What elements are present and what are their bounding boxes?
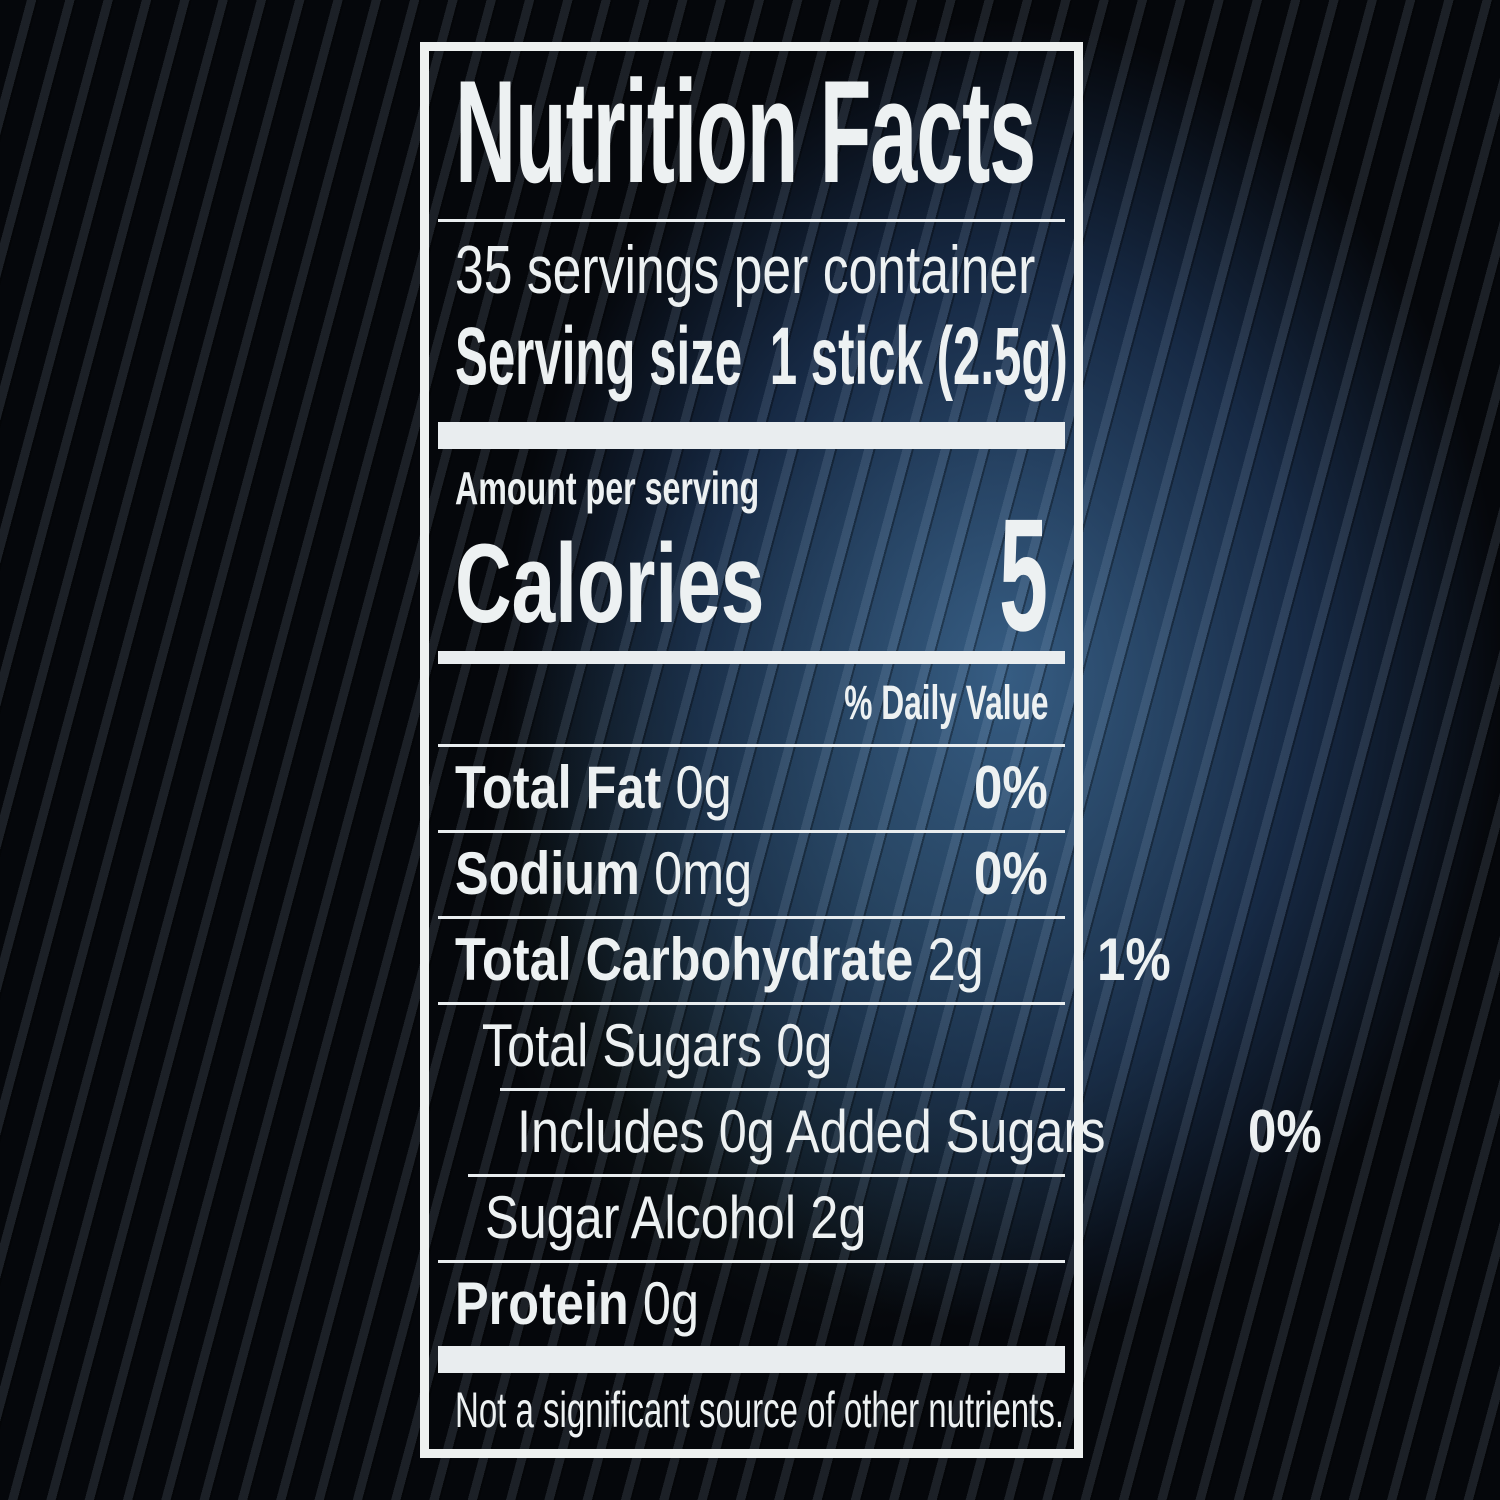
nutrient-name: Protein (455, 1270, 629, 1338)
servings-per-container: 35 servings per container (455, 231, 1036, 308)
daily-value-header: % Daily Value (438, 679, 1065, 747)
title-divider (438, 219, 1065, 222)
nutrient-row-added-sugars: Includes 0g Added Sugars 0% (500, 1087, 1321, 1174)
nutrient-name: Total Carbohydrate (455, 926, 914, 994)
nutrient-name: Total Sugars (481, 1012, 763, 1080)
nutrient-amount: 0g (776, 1012, 833, 1080)
nutrition-facts-title: Nutrition Facts (455, 59, 1048, 205)
nutrient-amount: 0mg (654, 840, 753, 908)
divider-bar-thick-bottom (438, 1345, 1065, 1373)
nutrient-name: Includes 0g Added Sugars (517, 1098, 1106, 1166)
nutrient-daily-value: 1% (1097, 926, 1172, 994)
nutrient-amount: 0g (642, 1270, 699, 1338)
nutrient-daily-value: 0% (974, 754, 1048, 822)
amount-per-serving-label: Amount per serving (455, 461, 760, 514)
nutrient-row-total-sugars: Total Sugars 0g (438, 1001, 1065, 1088)
nutrient-amount: 0g (675, 754, 732, 822)
serving-size-label: Serving size (455, 310, 743, 402)
nutrient-daily-value: 0% (974, 840, 1048, 908)
nutrient-row-total-carbohydrate: Total Carbohydrate 2g 1% (438, 915, 1171, 1002)
serving-size-value: 1 stick (2.5g) (769, 310, 1068, 402)
nutrition-facts-title-text: Nutrition Facts (455, 50, 1036, 213)
nutrient-row-total-fat: Total Fat 0g 0% (438, 747, 1065, 830)
calories-label: Calories (455, 520, 765, 646)
nutrient-name: Sodium (455, 840, 640, 908)
nutrient-daily-value: 0% (1247, 1098, 1322, 1166)
nutrient-row-sodium: Sodium 0mg 0% (438, 829, 1065, 916)
nutrient-row-protein: Protein 0g (438, 1259, 1065, 1346)
nutrient-amount: 2g (927, 926, 984, 994)
calories-row: Calories 5 (455, 484, 1048, 664)
nutrient-name: Sugar Alcohol (485, 1184, 797, 1252)
footnote: Not a significant source of other nutrie… (455, 1382, 1064, 1438)
calories-value: 5 (999, 484, 1048, 664)
nutrition-facts-panel: Nutrition Facts 35 servings per containe… (420, 42, 1321, 1458)
divider-bar-medium (438, 650, 1065, 664)
nutrient-name: Total Fat (455, 754, 662, 822)
nutrient-row-sugar-alcohol: Sugar Alcohol 2g (468, 1173, 1065, 1260)
serving-size-row: Serving size 1 stick (2.5g) (455, 310, 1068, 402)
divider-bar-thick-top (438, 421, 1065, 449)
nutrient-amount: 2g (810, 1184, 867, 1252)
